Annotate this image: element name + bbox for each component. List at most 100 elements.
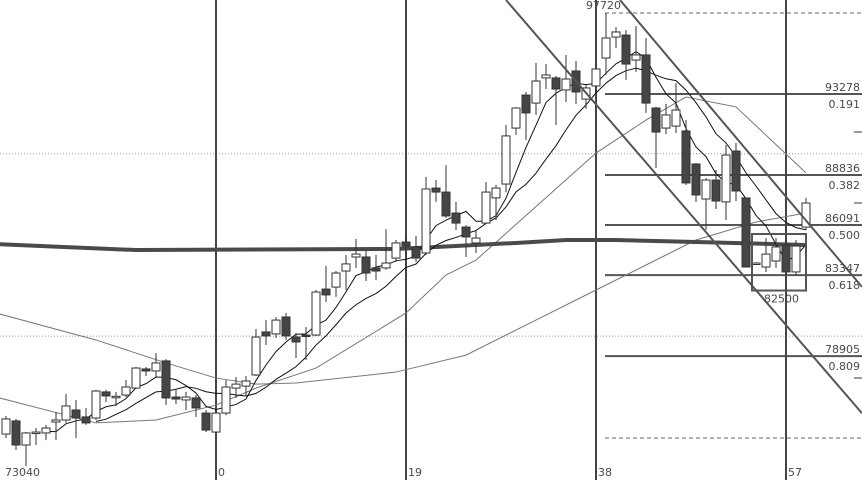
gray-average-line-a: [0, 212, 807, 385]
candle-body-up: [241, 380, 251, 387]
candle: [741, 197, 751, 268]
candle: [381, 229, 391, 270]
indicator-lines: [0, 50, 807, 433]
candle: [751, 262, 761, 266]
candle: [241, 376, 251, 396]
candle: [11, 418, 21, 450]
candle: [291, 333, 301, 359]
candle-body-down: [141, 368, 151, 372]
candle-body-down: [161, 360, 171, 399]
candle: [151, 353, 161, 379]
candle-body-up: [631, 54, 641, 61]
candle-body-up: [351, 253, 361, 258]
fib-ratio-label: 0.500: [829, 229, 861, 242]
candle-body-up: [181, 396, 191, 401]
candle: [681, 120, 691, 185]
grid-lines: [0, 12, 862, 439]
candle-body-down: [441, 191, 451, 217]
candle: [331, 271, 341, 297]
candle: [551, 75, 561, 125]
candle-body-up: [611, 31, 621, 38]
candle: [691, 163, 701, 202]
drawing-objects[interactable]: [505, 0, 862, 414]
candle: [91, 389, 101, 421]
candle: [251, 329, 261, 377]
trend-channel-line[interactable]: [505, 0, 862, 414]
candle-body-up: [471, 237, 481, 244]
candle: [701, 178, 711, 230]
candle-body-down: [461, 226, 471, 238]
candle: [471, 229, 481, 253]
candle: [431, 180, 441, 202]
candle-body-down: [11, 420, 21, 446]
candle-body-down: [371, 267, 381, 272]
candle-body-up: [41, 427, 51, 434]
candle: [501, 124, 511, 193]
candle-body-up: [131, 367, 141, 389]
marker-label: 57: [788, 466, 802, 479]
box-low-label: 82500: [764, 293, 799, 306]
candle-body-down: [741, 197, 751, 268]
candle: [631, 25, 641, 72]
candle-body-down: [711, 179, 721, 202]
candle: [661, 103, 671, 135]
candle-body-down: [431, 187, 441, 193]
candle: [651, 106, 661, 168]
candle: [281, 312, 291, 340]
candle: [321, 265, 331, 303]
candle-body-down: [171, 396, 181, 400]
range-box[interactable]: [751, 233, 807, 292]
candle-body-up: [271, 319, 281, 335]
candle-body-up: [121, 386, 131, 396]
candle: [771, 238, 781, 268]
candle-body-down: [191, 397, 201, 409]
candle: [641, 37, 651, 113]
candle: [61, 393, 71, 423]
fib-ratio-label: 0.618: [829, 279, 861, 292]
candle-body-up: [311, 291, 321, 336]
candle-body-down: [291, 336, 301, 343]
candle: [121, 380, 131, 398]
candle: [161, 359, 171, 406]
candle: [21, 432, 31, 464]
candle-body-down: [401, 241, 411, 247]
candle: [301, 327, 311, 361]
candle: [721, 145, 731, 220]
fib-price-label: 78905: [825, 343, 860, 356]
vertical-markers[interactable]: [215, 0, 787, 480]
candle: [561, 54, 571, 102]
candle-body-up: [531, 80, 541, 104]
candle-body-down: [261, 331, 271, 337]
candle: [171, 389, 181, 404]
candle: [111, 391, 121, 406]
candle: [601, 13, 611, 76]
candle: [81, 407, 91, 425]
candle: [191, 395, 201, 417]
candles: [1, 13, 811, 464]
fib-price-label: 83347: [825, 262, 860, 275]
candle-body-down: [621, 34, 631, 65]
candle-body-up: [721, 154, 731, 203]
candle: [711, 170, 721, 210]
candle: [231, 376, 241, 398]
candle: [1, 415, 11, 439]
trend-channel-line[interactable]: [619, 0, 862, 288]
candle-body-down: [101, 391, 111, 397]
candle: [761, 238, 771, 272]
candle-body-up: [21, 432, 31, 446]
candle-body-up: [421, 188, 431, 254]
low-price-label: 73040: [5, 466, 40, 479]
candle: [51, 411, 61, 441]
thick-average-line: [0, 238, 807, 253]
candle-body-up: [771, 246, 781, 262]
candle-body-down: [781, 244, 791, 273]
candle: [491, 184, 501, 220]
candle-body-up: [381, 262, 391, 269]
gray-average-line-b: [0, 96, 807, 424]
candle-body-down: [691, 163, 701, 196]
candle: [41, 424, 51, 441]
candle: [481, 182, 491, 224]
fib-price-label: 88836: [825, 162, 860, 175]
candle-body-up: [791, 245, 801, 273]
candle: [511, 107, 521, 135]
